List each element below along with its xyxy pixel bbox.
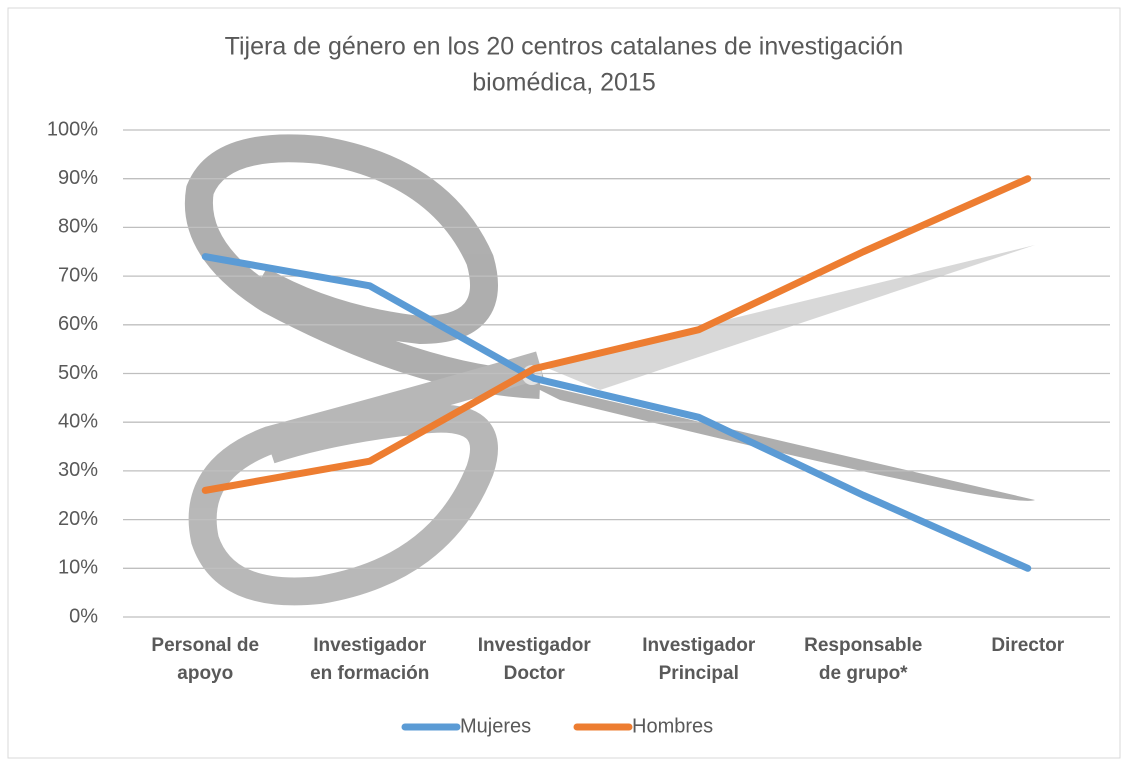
chart-title: biomédica, 2015: [472, 69, 655, 97]
x-tick-label: Personal de: [151, 635, 259, 656]
y-tick-label: 50%: [58, 362, 98, 384]
x-tick-label: Investigador: [313, 635, 427, 656]
y-tick-label: 90%: [58, 167, 98, 189]
y-tick-label: 100%: [47, 118, 98, 140]
legend-label: Hombres: [632, 715, 713, 737]
x-tick-label: apoyo: [177, 663, 233, 684]
y-tick-label: 80%: [58, 216, 98, 238]
x-tick-label: Director: [991, 635, 1064, 656]
y-tick-label: 60%: [58, 313, 98, 335]
x-tick-label: Principal: [659, 663, 739, 684]
x-tick-label: Investigador: [478, 635, 592, 656]
y-tick-label: 20%: [58, 508, 98, 530]
y-tick-label: 40%: [58, 410, 98, 432]
y-tick-label: 30%: [58, 459, 98, 481]
y-tick-label: 70%: [58, 264, 98, 286]
chart-title: Tijera de género en los 20 centros catal…: [225, 33, 904, 61]
chart: Tijera de género en los 20 centros catal…: [0, 0, 1128, 765]
x-tick-label: de grupo*: [819, 663, 908, 684]
y-tick-label: 0%: [69, 605, 98, 627]
y-tick-label: 10%: [58, 557, 98, 579]
x-tick-label: Responsable: [804, 635, 922, 656]
x-tick-label: Investigador: [642, 635, 756, 656]
legend-label: Mujeres: [460, 715, 531, 737]
x-tick-label: en formación: [310, 663, 429, 684]
x-tick-label: Doctor: [504, 663, 566, 684]
